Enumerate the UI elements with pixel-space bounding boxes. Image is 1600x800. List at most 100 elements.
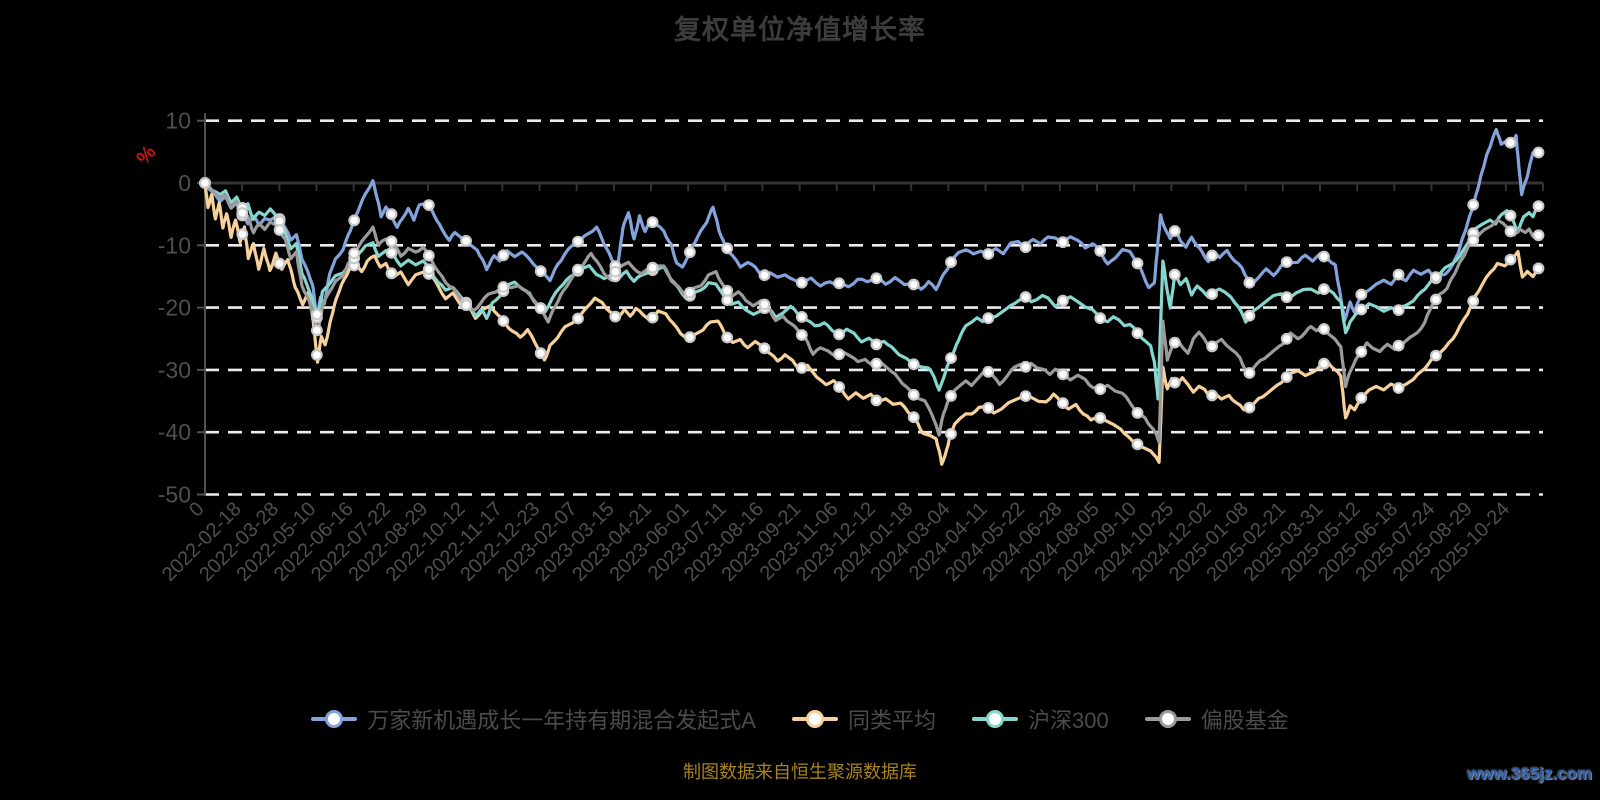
legend-item-2[interactable]: 沪深300 <box>971 703 1109 735</box>
series-line-0 <box>203 127 1541 323</box>
data-point-marker <box>1318 323 1330 335</box>
data-point-marker <box>721 331 734 344</box>
data-point-marker <box>684 331 696 344</box>
data-point-marker <box>236 206 249 219</box>
y-axis-tick-label: -20 <box>158 295 191 321</box>
data-point-marker <box>945 428 957 440</box>
data-point-marker <box>1094 244 1107 257</box>
data-point-marker <box>1355 288 1368 301</box>
data-point-marker <box>534 302 547 315</box>
series-line-3 <box>203 181 1541 444</box>
data-point-marker <box>1131 257 1144 270</box>
data-point-marker <box>311 308 323 321</box>
data-point-marker <box>1392 382 1405 394</box>
data-point-marker <box>1206 249 1218 262</box>
data-point-marker <box>385 208 398 221</box>
y-axis-tick-label: -10 <box>158 232 191 258</box>
data-point-marker <box>1243 276 1256 289</box>
data-point-marker <box>572 263 584 276</box>
data-point-marker <box>1168 268 1181 281</box>
data-point-marker <box>1243 309 1256 322</box>
data-point-marker <box>460 299 473 312</box>
data-point-marker <box>1467 295 1480 308</box>
data-point-marker <box>1056 236 1069 249</box>
legend-item-0[interactable]: 万家新机遇成长一年持有期混合发起式A <box>311 703 756 735</box>
data-point-marker <box>385 235 398 248</box>
legend-line-marker-icon <box>971 709 1018 729</box>
series-line-1 <box>203 181 1541 466</box>
legend-label: 偏股基金 <box>1200 708 1289 733</box>
data-point-marker <box>497 315 510 327</box>
data-point-marker <box>1243 367 1256 379</box>
data-point-marker <box>1280 332 1293 345</box>
data-point-marker <box>1504 225 1517 238</box>
data-point-marker <box>721 284 734 297</box>
data-point-marker <box>1392 268 1405 281</box>
data-point-marker <box>1168 225 1181 237</box>
data-point-marker <box>646 261 659 274</box>
data-point-marker <box>1504 136 1517 149</box>
data-point-marker <box>870 338 883 351</box>
data-point-marker <box>385 267 398 280</box>
x-axis-tick-label: 0 <box>185 498 208 521</box>
data-source-note: 制图数据来自恒生聚源数据库 <box>683 762 917 782</box>
data-point-marker <box>1094 312 1107 325</box>
data-point-marker <box>1467 198 1480 211</box>
y-axis-tick-label: -30 <box>158 357 191 383</box>
data-point-marker <box>236 228 249 241</box>
data-point-marker <box>534 347 547 360</box>
chart-title: 复权单位净值增长率 <box>674 15 926 45</box>
data-point-marker <box>1131 327 1144 340</box>
data-point-marker <box>684 246 696 259</box>
data-point-marker <box>833 277 845 290</box>
data-point-marker <box>1318 283 1330 296</box>
y-axis-tick-label: 10 <box>165 108 191 134</box>
data-point-marker <box>1280 371 1293 384</box>
legend-item-1[interactable]: 同类平均 <box>791 703 936 735</box>
data-point-marker <box>1532 262 1545 275</box>
data-point-marker <box>833 381 845 393</box>
legend-label: 同类平均 <box>847 708 936 733</box>
data-point-marker <box>646 216 659 229</box>
data-point-marker <box>982 365 995 378</box>
data-point-marker <box>870 272 883 285</box>
data-point-marker <box>1532 146 1545 159</box>
data-point-marker <box>1094 383 1107 396</box>
data-point-marker <box>1206 389 1218 402</box>
data-point-marker <box>572 235 584 248</box>
data-point-marker <box>758 269 771 282</box>
legend-line-marker-icon <box>791 709 838 729</box>
data-point-marker <box>758 298 771 311</box>
grid-lines <box>205 119 1543 496</box>
data-point-marker <box>982 248 995 260</box>
data-point-marker <box>1429 271 1442 284</box>
data-point-marker <box>795 311 808 323</box>
data-point-marker <box>1168 376 1181 389</box>
data-point-marker <box>422 263 435 276</box>
site-watermark: www.365jz.com <box>1466 764 1592 783</box>
data-point-marker <box>945 256 957 269</box>
data-point-marker <box>1355 345 1368 358</box>
data-point-marker <box>982 312 995 325</box>
y-axis-tick-label: -50 <box>158 482 191 508</box>
data-point-marker <box>1504 209 1517 222</box>
data-point-marker <box>348 214 361 227</box>
chart-legend: 万家新机遇成长一年持有期混合发起式A 同类平均 沪深300 偏股基金 <box>0 703 1600 735</box>
y-axis: 10 0 -10 -20 -30 -40 -50 <box>158 108 206 508</box>
data-point-marker <box>721 242 734 255</box>
legend-item-3[interactable]: 偏股基金 <box>1144 703 1289 735</box>
x-axis-zero-line <box>204 181 1544 191</box>
data-point-marker <box>1318 250 1330 263</box>
data-point-marker <box>311 349 323 361</box>
data-point-marker <box>1280 291 1293 304</box>
data-point-marker <box>609 265 622 278</box>
data-point-marker <box>1392 339 1405 352</box>
data-point-marker <box>1504 253 1517 266</box>
data-point-marker <box>870 394 883 407</box>
data-point-marker <box>945 352 957 365</box>
data-point-marker <box>1206 340 1218 353</box>
data-point-marker <box>1056 294 1069 307</box>
data-point-marker <box>497 249 510 262</box>
data-point-marker <box>1280 256 1293 269</box>
